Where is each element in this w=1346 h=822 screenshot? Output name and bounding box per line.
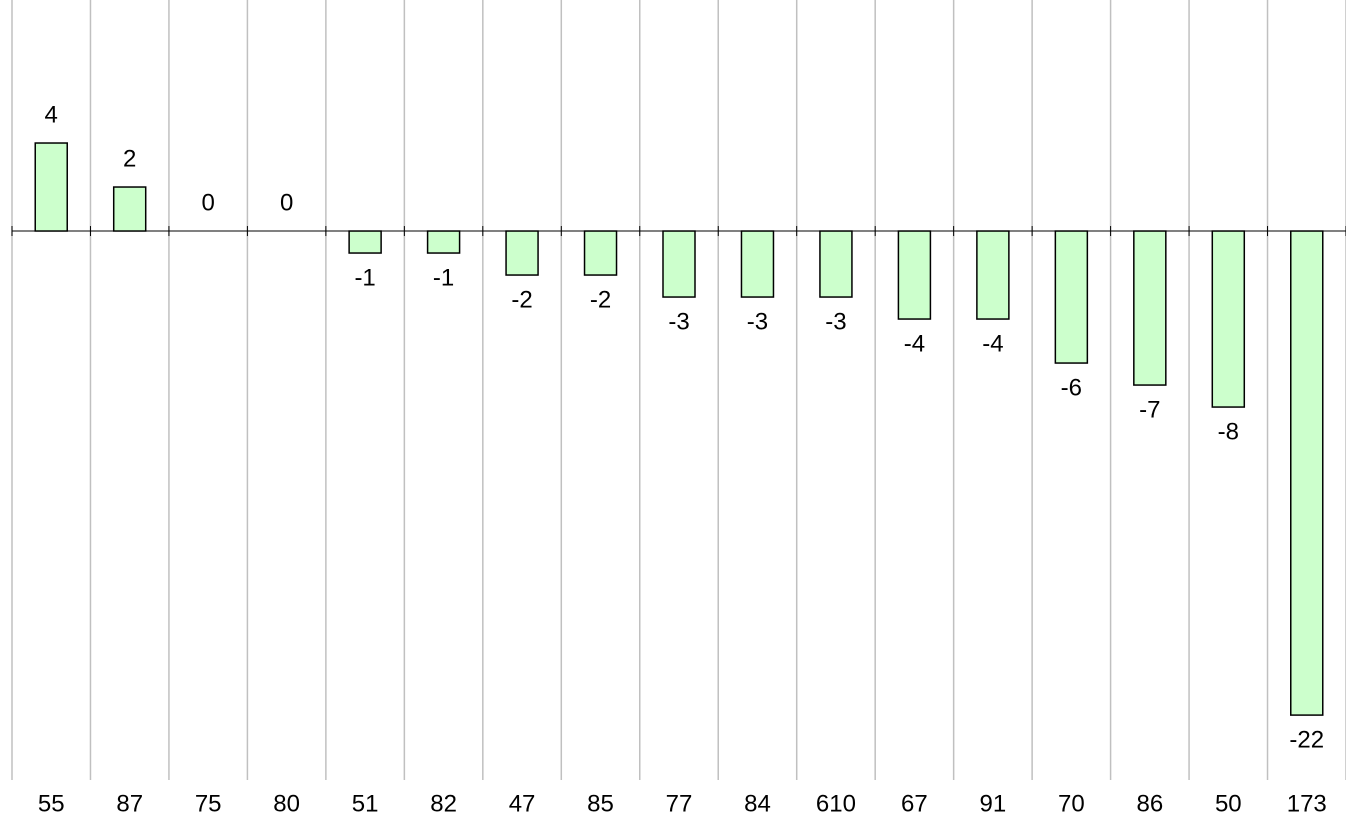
bar [505,230,539,276]
data-label: 4 [45,101,58,128]
bar [897,230,932,320]
data-label: -2 [590,286,611,313]
data-label: 2 [123,145,136,172]
x-tick-label: 173 [1287,790,1327,817]
x-tick-label: 55 [38,790,65,817]
x-tick-label: 91 [980,790,1007,817]
bar [426,230,461,254]
data-label: -1 [433,264,454,291]
bar [348,230,382,254]
x-tick-label: 67 [901,790,928,817]
data-label: 0 [201,189,214,216]
bar [1290,230,1324,716]
bar [1211,230,1246,408]
bar [740,230,775,298]
x-tick-label: 87 [116,790,143,817]
bar [112,186,147,232]
data-label: -3 [747,308,768,335]
data-label: -4 [982,330,1003,357]
bar [819,230,853,298]
data-label: -4 [904,330,925,357]
data-label: -8 [1218,418,1239,445]
x-tick-label: 86 [1136,790,1163,817]
x-tick-label: 70 [1058,790,1085,817]
x-tick-label: 85 [587,790,614,817]
bar [583,230,618,276]
x-tick-label: 50 [1215,790,1242,817]
bar [1133,230,1167,386]
x-tick-label: 610 [816,790,856,817]
data-label: 0 [280,189,293,216]
data-label: -7 [1139,396,1160,423]
x-tick-label: 84 [744,790,771,817]
data-label: -6 [1061,374,1082,401]
x-tick-label: 77 [666,790,693,817]
bar [34,142,68,232]
data-label: -1 [354,264,375,291]
data-label: -3 [668,308,689,335]
bar [976,230,1010,320]
x-tick-label: 75 [195,790,222,817]
bar [662,230,696,298]
x-tick-label: 80 [273,790,300,817]
data-label: -3 [825,308,846,335]
x-tick-label: 47 [509,790,536,817]
data-label: -2 [511,286,532,313]
bar [1054,230,1089,364]
data-label: -22 [1289,726,1324,753]
x-tick-label: 82 [430,790,457,817]
x-tick-label: 51 [352,790,379,817]
